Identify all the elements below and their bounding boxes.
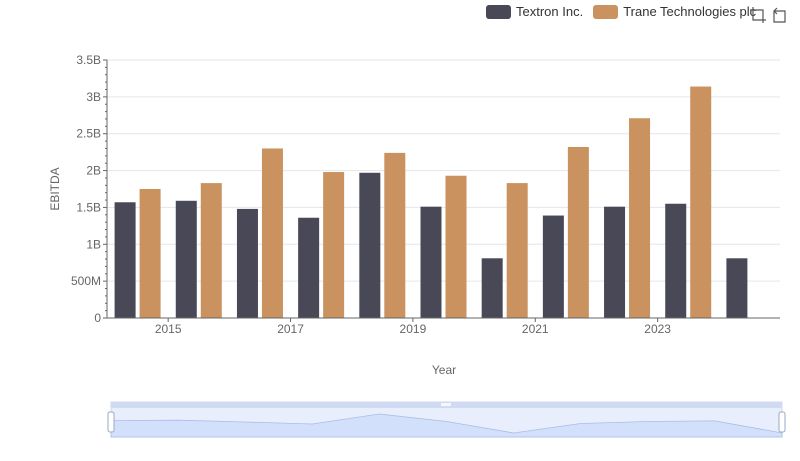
bar-textron-2018[interactable] — [359, 172, 381, 318]
legend-label-trane: Trane Technologies plc — [623, 4, 757, 19]
x-axis: 2015 2017 2019 2021 2023 — [107, 317, 780, 336]
bar-trane-2016[interactable] — [261, 148, 283, 318]
bar-trane-2019[interactable] — [445, 175, 467, 318]
bar-textron-2021[interactable] — [542, 215, 564, 318]
legend-swatch-textron — [486, 4, 511, 19]
y-tick-label: 1B — [86, 237, 101, 251]
bar-textron-2023[interactable] — [665, 203, 687, 318]
x-tick-label: 2017 — [277, 322, 304, 336]
bar-textron-2017[interactable] — [298, 217, 320, 318]
bar-textron-2020[interactable] — [481, 258, 503, 318]
zoom-icon[interactable] — [749, 6, 767, 24]
bar-trane-2018[interactable] — [384, 152, 406, 318]
y-axis: 0 500M 1B 1.5B 2B 2.5B 3B 3.5B — [71, 53, 108, 325]
legend-label-textron: Textron Inc. — [516, 4, 584, 19]
bar-textron-2022[interactable] — [604, 206, 626, 318]
x-tick-label: 2015 — [155, 322, 182, 336]
bars — [114, 86, 748, 318]
bar-trane-2015[interactable] — [200, 183, 222, 318]
bar-trane-2022[interactable] — [629, 118, 651, 318]
x-tick-label: 2021 — [522, 322, 549, 336]
zoom-grip[interactable] — [441, 403, 451, 406]
y-tick-label: 1.5B — [76, 200, 101, 214]
bar-textron-2024[interactable] — [726, 258, 748, 318]
bar-textron-2015[interactable] — [175, 200, 197, 318]
y-axis-title: EBITDA — [48, 167, 62, 210]
y-tick-label: 500M — [71, 274, 101, 288]
data-zoom-slider[interactable] — [107, 401, 786, 438]
y-tick-label: 0 — [94, 311, 101, 325]
restore-icon[interactable] — [770, 6, 788, 24]
y-tick-label: 2.5B — [76, 127, 101, 141]
x-tick-label: 2019 — [400, 322, 427, 336]
x-axis-title: Year — [432, 363, 456, 377]
y-tick-label: 3B — [86, 90, 101, 104]
bar-textron-2016[interactable] — [236, 208, 258, 318]
legend-item-trane[interactable]: Trane Technologies plc — [593, 4, 756, 19]
bar-trane-2021[interactable] — [567, 146, 589, 318]
bar-trane-2017[interactable] — [323, 172, 345, 318]
legend: Textron Inc. Trane Technologies plc — [486, 4, 766, 19]
zoom-preview-area — [110, 413, 783, 438]
zoom-handle-right[interactable] — [778, 411, 786, 433]
legend-item-textron[interactable]: Textron Inc. — [486, 4, 583, 19]
bar-textron-2014[interactable] — [114, 202, 136, 318]
zoom-handle-left[interactable] — [107, 411, 115, 433]
y-tick-label: 3.5B — [76, 53, 101, 67]
x-tick-label: 2023 — [644, 322, 671, 336]
bar-textron-2019[interactable] — [420, 206, 442, 318]
bar-trane-2014[interactable] — [139, 189, 161, 318]
chart-toolbar — [746, 6, 788, 24]
y-tick-label: 2B — [86, 164, 101, 178]
legend-swatch-trane — [593, 4, 619, 19]
bar-trane-2023[interactable] — [690, 86, 712, 318]
bar-trane-2020[interactable] — [506, 183, 528, 318]
